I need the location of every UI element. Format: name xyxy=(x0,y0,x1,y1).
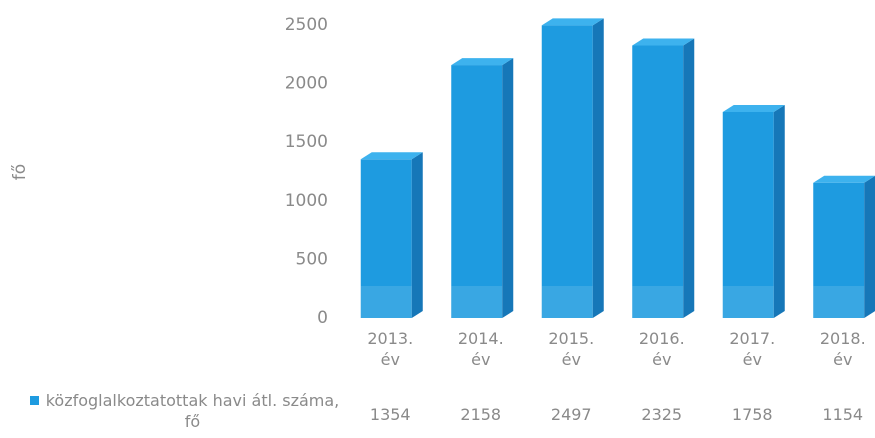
bar-floor xyxy=(813,286,865,318)
bar-top xyxy=(813,175,875,183)
bar-floor xyxy=(541,286,593,318)
bar-top xyxy=(360,152,423,160)
y-tick-label: 2500 xyxy=(285,15,328,35)
x-tick-label: 2014. év xyxy=(457,329,504,369)
table-value: 1354 xyxy=(369,405,411,424)
bar-side xyxy=(864,175,875,318)
x-tick-label: 2016. év xyxy=(638,329,685,369)
bar xyxy=(632,45,684,318)
table-value: 2325 xyxy=(641,405,683,424)
legend-label: közfoglalkoztatottak havi átl. száma, fő xyxy=(45,391,340,431)
legend-swatch xyxy=(30,396,39,405)
bar-floor xyxy=(360,286,412,318)
y-axis-label: fő xyxy=(10,164,30,180)
bar-side xyxy=(502,58,514,319)
bar xyxy=(541,25,593,319)
x-tick-label: 2013. év xyxy=(367,329,414,369)
bar-floor xyxy=(632,286,684,318)
bar-side xyxy=(411,152,423,318)
bar-top xyxy=(451,58,514,66)
y-tick-label: 2000 xyxy=(285,74,328,94)
bar-top xyxy=(722,104,785,112)
bar-top xyxy=(632,38,695,46)
y-tick-label: 0 xyxy=(317,308,328,328)
table-value: 1758 xyxy=(731,405,773,424)
bar xyxy=(813,182,865,318)
y-tick-label: 1500 xyxy=(285,132,328,152)
bar-floor xyxy=(451,286,503,318)
bar-side xyxy=(683,38,695,318)
table-value: 2158 xyxy=(460,405,502,424)
bar-top xyxy=(541,18,604,26)
x-tick-label: 2017. év xyxy=(729,329,776,369)
table-value: 1154 xyxy=(822,405,864,424)
table-value: 2497 xyxy=(550,405,592,424)
bar-floor xyxy=(722,286,774,318)
bar xyxy=(360,159,412,318)
y-tick-label: 1000 xyxy=(285,191,328,211)
bar xyxy=(722,111,774,318)
x-tick-label: 2018. év xyxy=(819,329,866,369)
bar-side xyxy=(592,18,604,319)
y-tick-label: 500 xyxy=(296,249,328,269)
bar xyxy=(451,65,503,318)
bar-side xyxy=(773,104,785,318)
x-tick-label: 2015. év xyxy=(548,329,595,369)
